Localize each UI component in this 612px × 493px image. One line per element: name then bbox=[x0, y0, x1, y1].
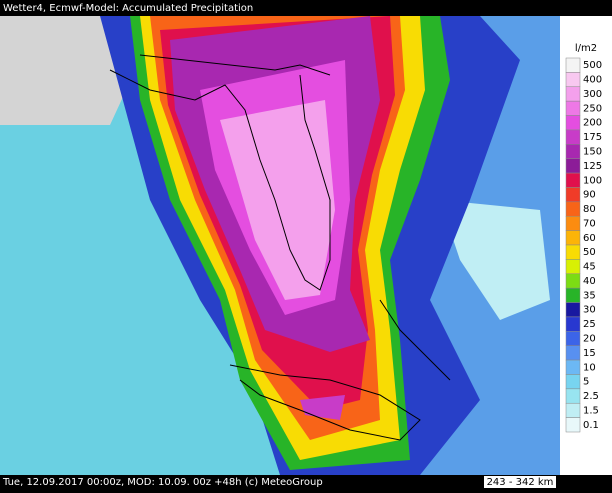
legend-label: 5 bbox=[583, 377, 589, 388]
legend-swatch bbox=[565, 187, 581, 203]
legend-swatch bbox=[565, 115, 581, 131]
scale-box bbox=[484, 476, 556, 488]
map bbox=[0, 16, 560, 475]
legend-swatch bbox=[565, 287, 581, 303]
state-border bbox=[139, 54, 331, 76]
legend-label: 100 bbox=[583, 175, 602, 186]
legend-label: 150 bbox=[583, 147, 602, 158]
legend-label: 50 bbox=[583, 247, 596, 258]
band-pale bbox=[440, 200, 550, 320]
bahamas bbox=[379, 299, 451, 381]
legend-swatch bbox=[565, 331, 581, 346]
legend-swatch bbox=[565, 144, 581, 159]
legend-swatch bbox=[565, 57, 581, 73]
legend-swatch bbox=[565, 129, 581, 145]
legend-swatch bbox=[565, 374, 581, 390]
legend-label: 300 bbox=[583, 89, 602, 100]
legend-label: 500 bbox=[583, 60, 602, 71]
legend-swatch bbox=[565, 359, 581, 375]
band-pink bbox=[220, 100, 335, 300]
legend-label: 70 bbox=[583, 218, 596, 229]
florida-coast bbox=[109, 69, 331, 291]
legend-swatch bbox=[565, 273, 581, 289]
legend-label: 45 bbox=[583, 262, 596, 273]
legend-swatch bbox=[565, 172, 581, 188]
legend-label: 10 bbox=[583, 362, 596, 373]
coastlines bbox=[109, 54, 451, 441]
cuba-coast bbox=[229, 364, 421, 441]
legend-label: 200 bbox=[583, 118, 602, 129]
legend-label: 2.5 bbox=[583, 391, 599, 402]
legend-swatch bbox=[565, 402, 581, 418]
legend-label: 25 bbox=[583, 319, 596, 330]
legend-swatch bbox=[565, 100, 581, 116]
legend-label: 80 bbox=[583, 204, 596, 215]
legend-label: 90 bbox=[583, 190, 596, 201]
legend-label: 60 bbox=[583, 233, 596, 244]
footer-text: Tue, 12.09.2017 00:00z, MOD: 10.09. 00z … bbox=[2, 477, 323, 488]
legend-swatch bbox=[565, 316, 581, 332]
legend-swatch bbox=[565, 215, 581, 231]
legend-swatch bbox=[565, 158, 581, 174]
legend-swatch bbox=[565, 201, 581, 217]
band-cuba-purple bbox=[300, 395, 345, 420]
legend-swatch bbox=[565, 388, 581, 404]
legend-label: 175 bbox=[583, 132, 602, 143]
legend-swatch bbox=[565, 86, 581, 102]
legend-swatch bbox=[565, 244, 581, 260]
legend-label: 20 bbox=[583, 334, 596, 345]
title: Wetter4, Ecmwf-Model: Accumulated Precip… bbox=[3, 3, 253, 14]
legend-swatch bbox=[565, 417, 581, 433]
legend-unit: l/m2 bbox=[575, 43, 597, 54]
legend-label: 125 bbox=[583, 161, 602, 172]
legend-label: 400 bbox=[583, 75, 602, 86]
legend-label: 30 bbox=[583, 305, 596, 316]
legend-swatch bbox=[565, 72, 581, 88]
land-grey bbox=[0, 16, 140, 125]
legend-label: 0.1 bbox=[583, 420, 599, 431]
legend: 500 400 300 250 200 175 150 125 100 90 80 70 60 50 45 4… bbox=[565, 57, 602, 433]
legend-label: 250 bbox=[583, 103, 602, 114]
legend-label: 1.5 bbox=[583, 405, 599, 416]
scale-label: 243 - 342 km bbox=[487, 477, 554, 488]
legend-label: 35 bbox=[583, 290, 596, 301]
legend-swatch bbox=[565, 259, 581, 275]
legend-label: 40 bbox=[583, 276, 596, 287]
legend-swatch bbox=[565, 230, 581, 246]
legend-swatch bbox=[565, 302, 581, 318]
legend-label: 15 bbox=[583, 348, 596, 359]
legend-swatch bbox=[565, 345, 581, 361]
